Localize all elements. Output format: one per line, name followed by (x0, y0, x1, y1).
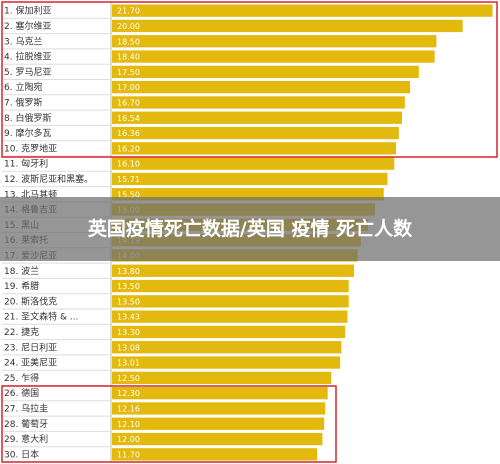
category-label: 26. 德国 (4, 387, 39, 399)
category-label: 7. 俄罗斯 (4, 96, 42, 108)
bar (112, 35, 437, 48)
value-label: 13.80 (117, 267, 140, 276)
category-label: 8. 白俄罗斯 (4, 112, 51, 124)
value-label: 12.16 (117, 404, 140, 413)
watermark-title: 英国疫情死亡数据/英国 疫情 死亡人数 (87, 218, 413, 240)
bar (112, 295, 349, 308)
value-label: 16.20 (117, 144, 140, 153)
bar (112, 310, 348, 323)
value-label: 16.54 (117, 114, 140, 123)
bar (112, 65, 419, 78)
bar (112, 371, 332, 384)
category-label: 25. 乍得 (4, 372, 39, 384)
value-label: 15.50 (117, 190, 140, 199)
value-label: 16.70 (117, 98, 140, 107)
bar (112, 142, 397, 155)
category-label: 9. 摩尔多瓦 (4, 127, 51, 139)
category-label: 21. 圣文森特 & ... (4, 311, 79, 323)
value-label: 13.50 (117, 297, 140, 306)
bar (112, 96, 405, 109)
value-label: 17.00 (117, 83, 140, 92)
bar (112, 341, 342, 354)
category-label: 20. 斯洛伐克 (4, 295, 57, 307)
value-label: 13.08 (117, 343, 140, 352)
category-label: 2. 塞尔维亚 (4, 20, 51, 32)
category-label: 30. 日本 (4, 448, 39, 460)
category-label: 23. 尼日利亚 (4, 341, 57, 353)
category-label: 4. 拉脱维亚 (4, 51, 51, 63)
value-label: 13.30 (117, 328, 140, 337)
bar (112, 81, 411, 94)
value-label: 13.50 (117, 282, 140, 291)
bar (112, 157, 395, 170)
category-label: 29. 意大利 (4, 433, 48, 445)
value-label: 16.36 (117, 129, 140, 138)
bar (112, 387, 328, 400)
value-label: 21.70 (117, 7, 140, 16)
value-label: 12.10 (117, 420, 140, 429)
bar (112, 402, 326, 415)
category-label: 10. 克罗地亚 (4, 142, 57, 154)
category-label: 28. 葡萄牙 (4, 418, 48, 430)
bar (112, 417, 325, 430)
value-label: 17.50 (117, 68, 140, 77)
value-label: 13.01 (117, 359, 140, 368)
value-label: 18.50 (117, 37, 140, 46)
bar (112, 264, 354, 277)
value-label: 11.70 (117, 450, 140, 459)
category-label: 5. 罗马尼亚 (4, 67, 51, 78)
category-label: 19. 希腊 (4, 280, 39, 292)
category-label: 18. 波兰 (4, 265, 39, 277)
bar (112, 279, 349, 293)
value-label: 16.10 (117, 160, 140, 169)
value-label: 13.43 (117, 313, 140, 322)
value-label: 18.40 (117, 53, 140, 62)
bar (112, 4, 493, 17)
highlight-box (1, 1, 498, 158)
bar (112, 126, 399, 140)
category-label: 1. 保加利亚 (4, 5, 51, 17)
category-label: 12. 波斯尼亚和黑塞。 (4, 173, 93, 185)
category-label: 11. 匈牙利 (4, 158, 48, 170)
bar (112, 325, 346, 339)
category-label: 22. 捷克 (4, 326, 39, 338)
value-label: 12.50 (117, 374, 140, 383)
bar (112, 172, 388, 186)
value-label: 12.30 (117, 389, 140, 398)
bar (112, 50, 435, 63)
bar (112, 448, 318, 461)
value-label: 15.71 (117, 175, 140, 184)
highlight-box (1, 385, 337, 463)
value-label: 20.00 (117, 22, 140, 31)
bar (112, 19, 463, 33)
category-label: 24. 亚美尼亚 (4, 357, 57, 369)
category-label: 3. 乌克兰 (4, 35, 42, 47)
value-label: 12.00 (117, 435, 140, 444)
category-label: 27. 乌拉圭 (4, 402, 48, 414)
category-label: 6. 立陶宛 (4, 81, 42, 93)
bar (112, 111, 403, 124)
bar (112, 356, 341, 369)
watermark-band: 英国疫情死亡数据/英国 疫情 死亡人数 (0, 197, 500, 261)
bar (112, 432, 323, 446)
